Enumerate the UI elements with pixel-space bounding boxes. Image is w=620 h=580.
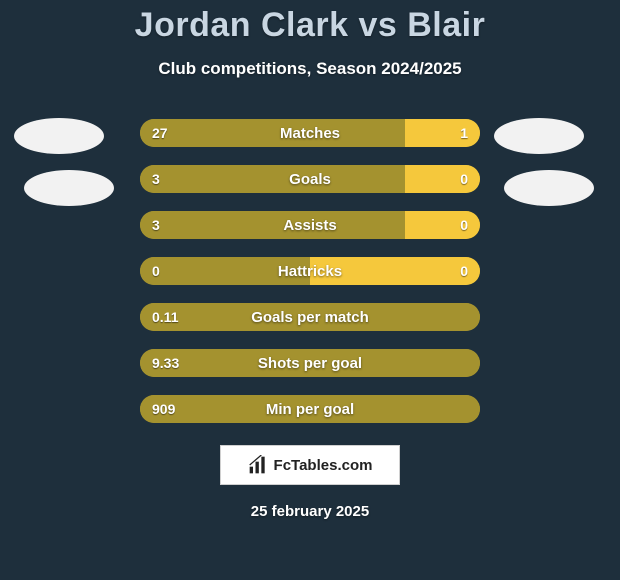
comparison-infographic: Jordan Clark vs Blair Club competitions,… bbox=[0, 0, 620, 580]
bar-right bbox=[405, 211, 480, 239]
bars-icon bbox=[248, 455, 268, 475]
bar-right bbox=[310, 257, 480, 285]
logo-text: FcTables.com bbox=[274, 457, 373, 474]
stat-left-value: 0 bbox=[152, 257, 160, 285]
fctables-logo: FcTables.com bbox=[220, 445, 400, 485]
avatar-placeholder bbox=[14, 118, 104, 154]
avatar-placeholder bbox=[494, 118, 584, 154]
bar-left bbox=[140, 257, 310, 285]
bar-left bbox=[140, 165, 405, 193]
stat-rows: 271Matches30Goals30Assists00Hattricks0.1… bbox=[0, 119, 620, 423]
stat-left-value: 0.11 bbox=[152, 303, 178, 331]
bar-right bbox=[405, 119, 480, 147]
stat-row: 9.33Shots per goal bbox=[140, 349, 480, 377]
bar-left bbox=[140, 119, 405, 147]
stat-left-value: 3 bbox=[152, 211, 160, 239]
stat-row: 30Assists bbox=[140, 211, 480, 239]
stat-right-value: 0 bbox=[460, 257, 468, 285]
bar-left bbox=[140, 349, 480, 377]
stat-left-value: 3 bbox=[152, 165, 160, 193]
bar-right bbox=[405, 165, 480, 193]
stat-right-value: 0 bbox=[460, 211, 468, 239]
stat-left-value: 909 bbox=[152, 395, 175, 423]
stat-row: 00Hattricks bbox=[140, 257, 480, 285]
stat-left-value: 27 bbox=[152, 119, 168, 147]
avatar-placeholder bbox=[504, 170, 594, 206]
stat-row: 909Min per goal bbox=[140, 395, 480, 423]
stat-left-value: 9.33 bbox=[152, 349, 179, 377]
bar-left bbox=[140, 211, 405, 239]
page-title: Jordan Clark vs Blair bbox=[135, 6, 486, 45]
avatar-placeholder bbox=[24, 170, 114, 206]
bar-left bbox=[140, 303, 480, 331]
stat-row: 271Matches bbox=[140, 119, 480, 147]
stat-right-value: 0 bbox=[460, 165, 468, 193]
stat-row: 0.11Goals per match bbox=[140, 303, 480, 331]
date-text: 25 february 2025 bbox=[251, 503, 369, 520]
page-subtitle: Club competitions, Season 2024/2025 bbox=[158, 59, 461, 79]
bar-left bbox=[140, 395, 480, 423]
stat-right-value: 1 bbox=[460, 119, 468, 147]
stat-row: 30Goals bbox=[140, 165, 480, 193]
